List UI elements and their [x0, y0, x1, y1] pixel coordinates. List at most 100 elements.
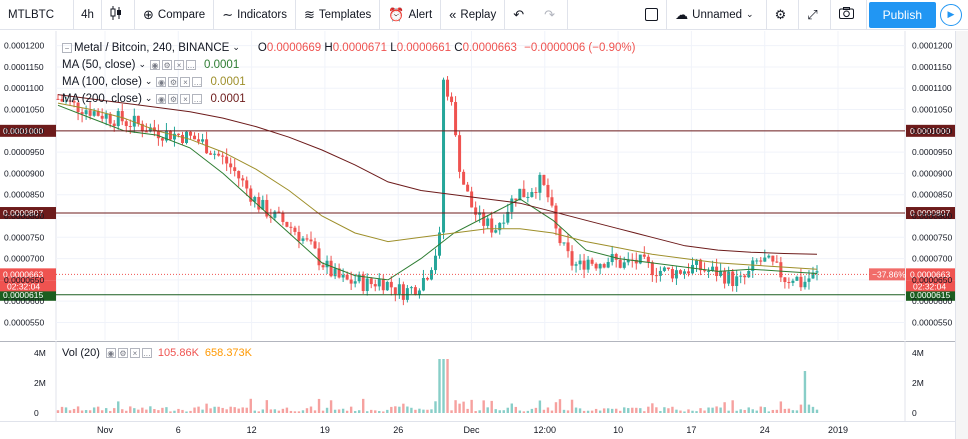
candle-body [654, 275, 658, 277]
volume-bar [787, 408, 791, 413]
symbol-search-button[interactable]: MTLBTC [0, 0, 74, 30]
candle-body [116, 111, 120, 127]
ma-line [57, 94, 818, 255]
settings-icon[interactable]: ⚙ [117, 348, 128, 358]
volume-bar [221, 407, 224, 413]
volume-bar [715, 406, 718, 413]
settings-icon[interactable]: ⚙ [162, 59, 173, 70]
candle-body [582, 260, 586, 270]
layout-menu-button[interactable]: ☁ Unnamed ⌄ [667, 0, 767, 30]
countdown-text: 02:32:04 [7, 281, 40, 291]
volume-bar [213, 406, 216, 413]
volume-bar [426, 409, 429, 413]
eye-icon[interactable]: ◉ [156, 76, 167, 87]
candle-body [815, 271, 819, 273]
volume-bar [241, 407, 244, 413]
expand-button[interactable]: ⤢ [799, 0, 831, 30]
volume-bar [598, 410, 602, 413]
price-tick-label: 0.0000600 [912, 296, 952, 306]
candle-body [486, 218, 490, 226]
volume-bar [225, 409, 228, 413]
volume-bar [639, 408, 642, 413]
candle-body [389, 281, 393, 288]
candles-icon [110, 6, 122, 23]
replay-button[interactable]: «Replay [441, 0, 506, 30]
line-price-tag [0, 207, 56, 220]
candle-body [249, 188, 253, 202]
close-icon[interactable]: × [180, 76, 191, 87]
volume-bar [317, 398, 321, 413]
settings-icon[interactable]: ⚙ [168, 76, 179, 87]
legend-ma-row: MA (200, close) ⌄ ◉ ⚙ ×… 0.0001 [62, 90, 635, 107]
candle-body [337, 268, 341, 278]
more-icon[interactable]: … [192, 76, 203, 87]
close-icon[interactable]: × [174, 59, 185, 70]
settings-icon[interactable]: ⚙ [168, 93, 179, 104]
redo-icon: ↷ [544, 6, 556, 22]
countdown-tag [906, 280, 956, 292]
left-price-axis[interactable]: 0.0001200 0.0001150 0.0001100 0.0001050 0.00… [4, 41, 44, 328]
line-price-tag-text: 0.0000615 [910, 290, 950, 300]
volume-bar [60, 406, 64, 413]
eye-icon[interactable]: ◉ [150, 59, 161, 70]
price-tick-label: 0.0000700 [4, 254, 44, 264]
redo-button[interactable]: ↷ [536, 0, 569, 30]
more-icon[interactable]: … [186, 59, 197, 70]
alert-button[interactable]: ⏰ Alert [380, 0, 442, 30]
settings-button[interactable]: ⚙ [767, 0, 800, 30]
close-icon[interactable]: × [180, 93, 191, 104]
volume-bar [113, 408, 116, 413]
fullscreen-toggle-button[interactable] [637, 0, 668, 30]
chevron-down-icon[interactable]: ⌄ [144, 76, 153, 86]
candle-body [381, 278, 385, 291]
volume-bar [711, 407, 714, 413]
candle-body [193, 135, 197, 140]
compare-button[interactable]: ⊕ Compare [135, 0, 215, 30]
more-icon[interactable]: … [141, 348, 152, 358]
interval-button[interactable]: 4h [74, 0, 102, 30]
last-price-text: 0.0000663 [910, 269, 950, 279]
ma-line [57, 102, 818, 270]
play-button[interactable]: ▶ [940, 3, 962, 26]
volume-bar [594, 408, 598, 413]
publish-button[interactable]: Publish [868, 1, 936, 28]
chevron-down-icon[interactable]: ⌄ [138, 59, 147, 69]
candle-body [225, 156, 229, 164]
ma-value: 0.0001 [210, 92, 246, 105]
more-icon[interactable]: … [192, 93, 203, 104]
indicators-button[interactable]: ∼ Indicators [214, 0, 296, 30]
volume-bar [514, 406, 518, 413]
templates-button[interactable]: ≋ Templates [296, 0, 381, 30]
eye-icon[interactable]: ◉ [105, 348, 116, 358]
chart-type-button[interactable] [102, 0, 135, 30]
chevron-down-icon[interactable]: ⌄ [232, 42, 240, 52]
volume-bar [313, 410, 317, 413]
close-icon[interactable]: × [129, 348, 140, 358]
volume-bar [68, 410, 72, 413]
time-axis[interactable]: Nov 6 12 19 26 Dec 12:00 10 17 24 2019 [0, 421, 968, 439]
volume-bar [683, 411, 686, 413]
candle-body [217, 153, 221, 156]
chevron-down-icon[interactable]: ⌄ [144, 93, 153, 103]
eye-icon[interactable]: ◉ [156, 93, 167, 104]
volume-bar [434, 401, 437, 413]
volume-bar [353, 411, 357, 413]
time-tick-label: 17 [686, 425, 696, 435]
candle-body [775, 261, 779, 263]
volume-bar [442, 359, 445, 413]
candle-body [494, 230, 498, 233]
snapshot-button[interactable] [831, 0, 867, 30]
candle-body [289, 226, 293, 228]
volume-bar [370, 409, 373, 413]
undo-button[interactable]: ↶ [505, 0, 536, 30]
volume-bar [301, 410, 305, 413]
candle-body [377, 278, 381, 287]
right-price-axis[interactable]: 0.0001200 0.0001150 0.0001100 0.0001050 0.00… [912, 41, 952, 328]
right-sidebar-strip[interactable] [955, 31, 968, 439]
collapse-icon[interactable]: − [62, 42, 72, 53]
volume-bar [133, 408, 136, 413]
time-tick-label: 12:00 [534, 425, 557, 435]
volume-pane[interactable]: 4M 2M 0 4M 2M 0 [0, 341, 968, 421]
price-tick-label: 0.0000750 [912, 232, 952, 242]
